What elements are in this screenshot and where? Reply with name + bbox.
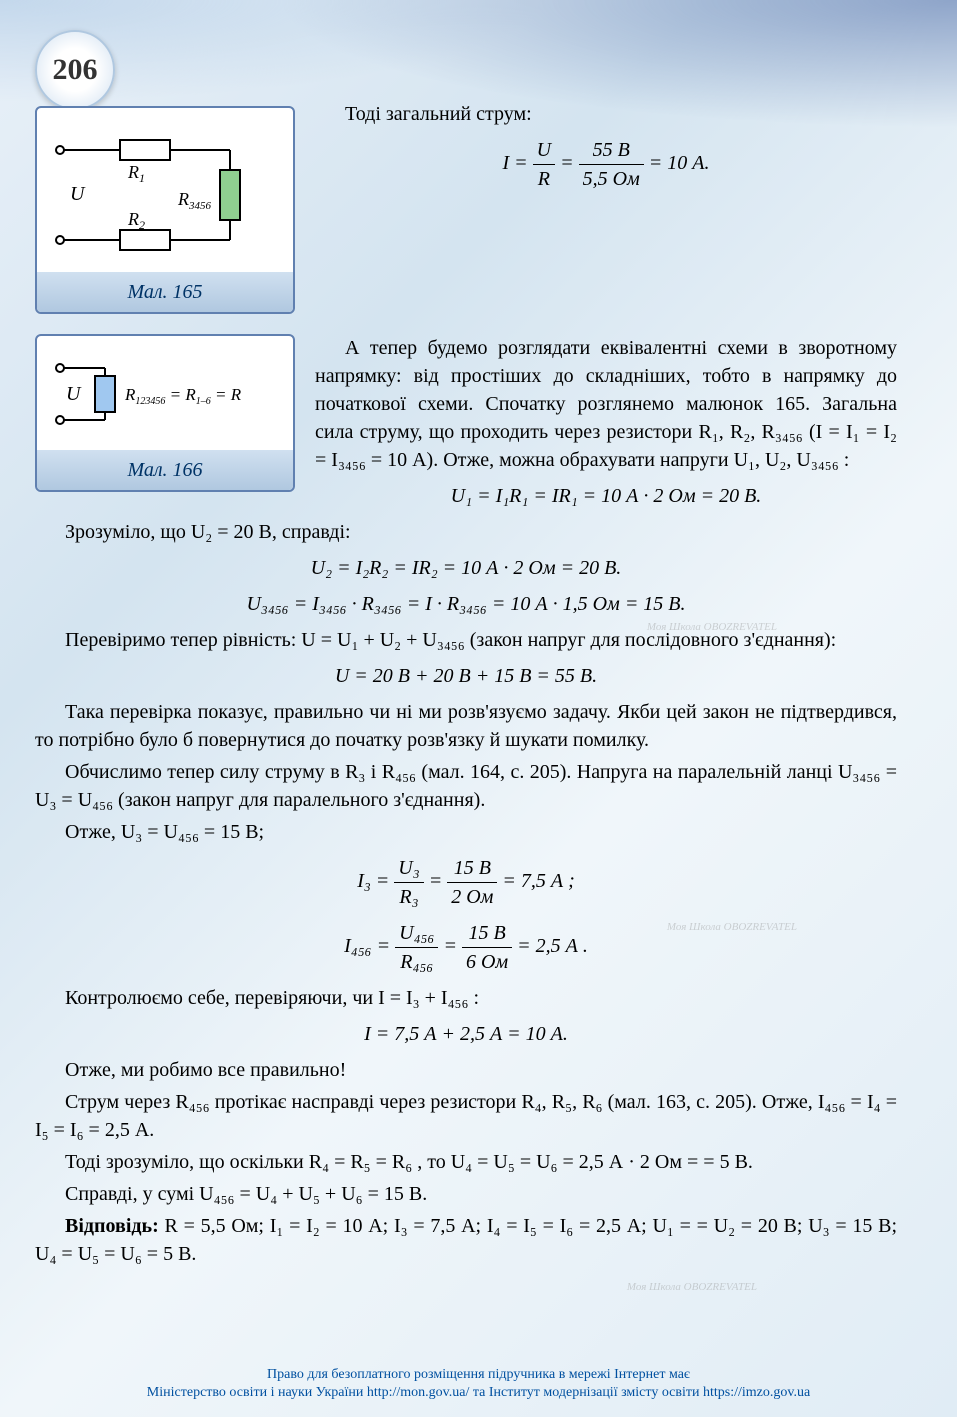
- label-R1: R1: [127, 162, 145, 185]
- label-R2: R2: [127, 209, 145, 232]
- figure-165: U R1 R2 R3456 Мал. 165: [35, 106, 295, 314]
- figure-165-caption: Мал. 165: [37, 272, 293, 312]
- paragraph-6: Обчислимо тепер силу струму в R₃ і R₄₅₆ …: [35, 758, 897, 814]
- equation-8: I = 7,5 А + 2,5 А = 10 А.: [35, 1020, 897, 1048]
- circuit-diagram-165: U R1 R2 R3456: [50, 120, 280, 260]
- label-U: U: [70, 183, 86, 205]
- equation-5: U = 20 В + 20 В + 15 В = 55 В.: [35, 662, 897, 690]
- equation-4: U₃₄₅₆ = I₃₄₅₆ · R₃₄₅₆ = I · R₃₄₅₆ = 10 А…: [35, 590, 897, 618]
- paragraph-10: Струм через R₄₅₆ протікає насправді чере…: [35, 1088, 897, 1144]
- paragraph-9: Отже, ми робимо все правильно!: [35, 1056, 897, 1084]
- paragraph-7: Отже, U₃ = U₄₅₆ = 15 В;: [35, 818, 897, 846]
- equation-6: I₃ = U₃R₃ = 15 В2 Ом = 7,5 А ;: [35, 854, 897, 911]
- label-R3456: R3456: [177, 189, 212, 212]
- page-content: U R1 R2 R3456 Мал. 165 Тоді загальний ст…: [35, 100, 897, 1337]
- page-number-badge: 206: [35, 30, 115, 110]
- footer-line-1: Право для безоплатного розміщення підруч…: [60, 1366, 897, 1384]
- paragraph-8: Контролюємо себе, перевіряючи, чи I = I₃…: [35, 984, 897, 1012]
- equation-3: U₂ = I₂R₂ = IR₂ = 10 А · 2 Ом = 20 В.: [35, 554, 897, 582]
- footer-line-2: Міністерство освіти і науки України http…: [60, 1384, 897, 1402]
- figure-165-body: U R1 R2 R3456: [37, 108, 293, 272]
- eq1-lhs: I =: [502, 152, 532, 174]
- paragraph-5: Така перевірка показує, правильно чи ні …: [35, 698, 897, 754]
- answer-label: Відповідь:: [65, 1215, 159, 1237]
- circuit-diagram-166: U R123456 = R1–6 = R: [50, 348, 280, 438]
- paragraph-answer: Відповідь: R = 5,5 Ом; I₁ = I₂ = 10 А; I…: [35, 1212, 897, 1268]
- paragraph-11: Тоді зрозуміло, що оскільки R₄ = R₅ = R₆…: [35, 1148, 897, 1176]
- label-R123456: R123456 = R1–6 = R: [124, 385, 242, 407]
- label-U: U: [66, 383, 82, 405]
- figure-166-body: U R123456 = R1–6 = R: [37, 336, 293, 450]
- figure-166-caption: Мал. 166: [37, 450, 293, 490]
- equation-7: I₄₅₆ = U₄₅₆R₄₅₆ = 15 В6 Ом = 2,5 А .: [35, 919, 897, 976]
- paragraph-4: Перевіримо тепер рівність: U = U₁ + U₂ +…: [35, 626, 897, 654]
- answer-text: R = 5,5 Ом; I₁ = I₂ = 10 А; I₃ = 7,5 А; …: [35, 1215, 897, 1265]
- eq1-rhs: = 10 А.: [649, 152, 710, 174]
- footer: Право для безоплатного розміщення підруч…: [60, 1366, 897, 1402]
- paragraph-3: Зрозуміло, що U₂ = 20 В, справді:: [35, 518, 897, 546]
- paragraph-12: Справді, у сумі U₄₅₆ = U₄ + U₅ + U₆ = 15…: [35, 1180, 897, 1208]
- page-number: 206: [53, 49, 98, 91]
- figure-166: U R123456 = R1–6 = R Мал. 166: [35, 334, 295, 492]
